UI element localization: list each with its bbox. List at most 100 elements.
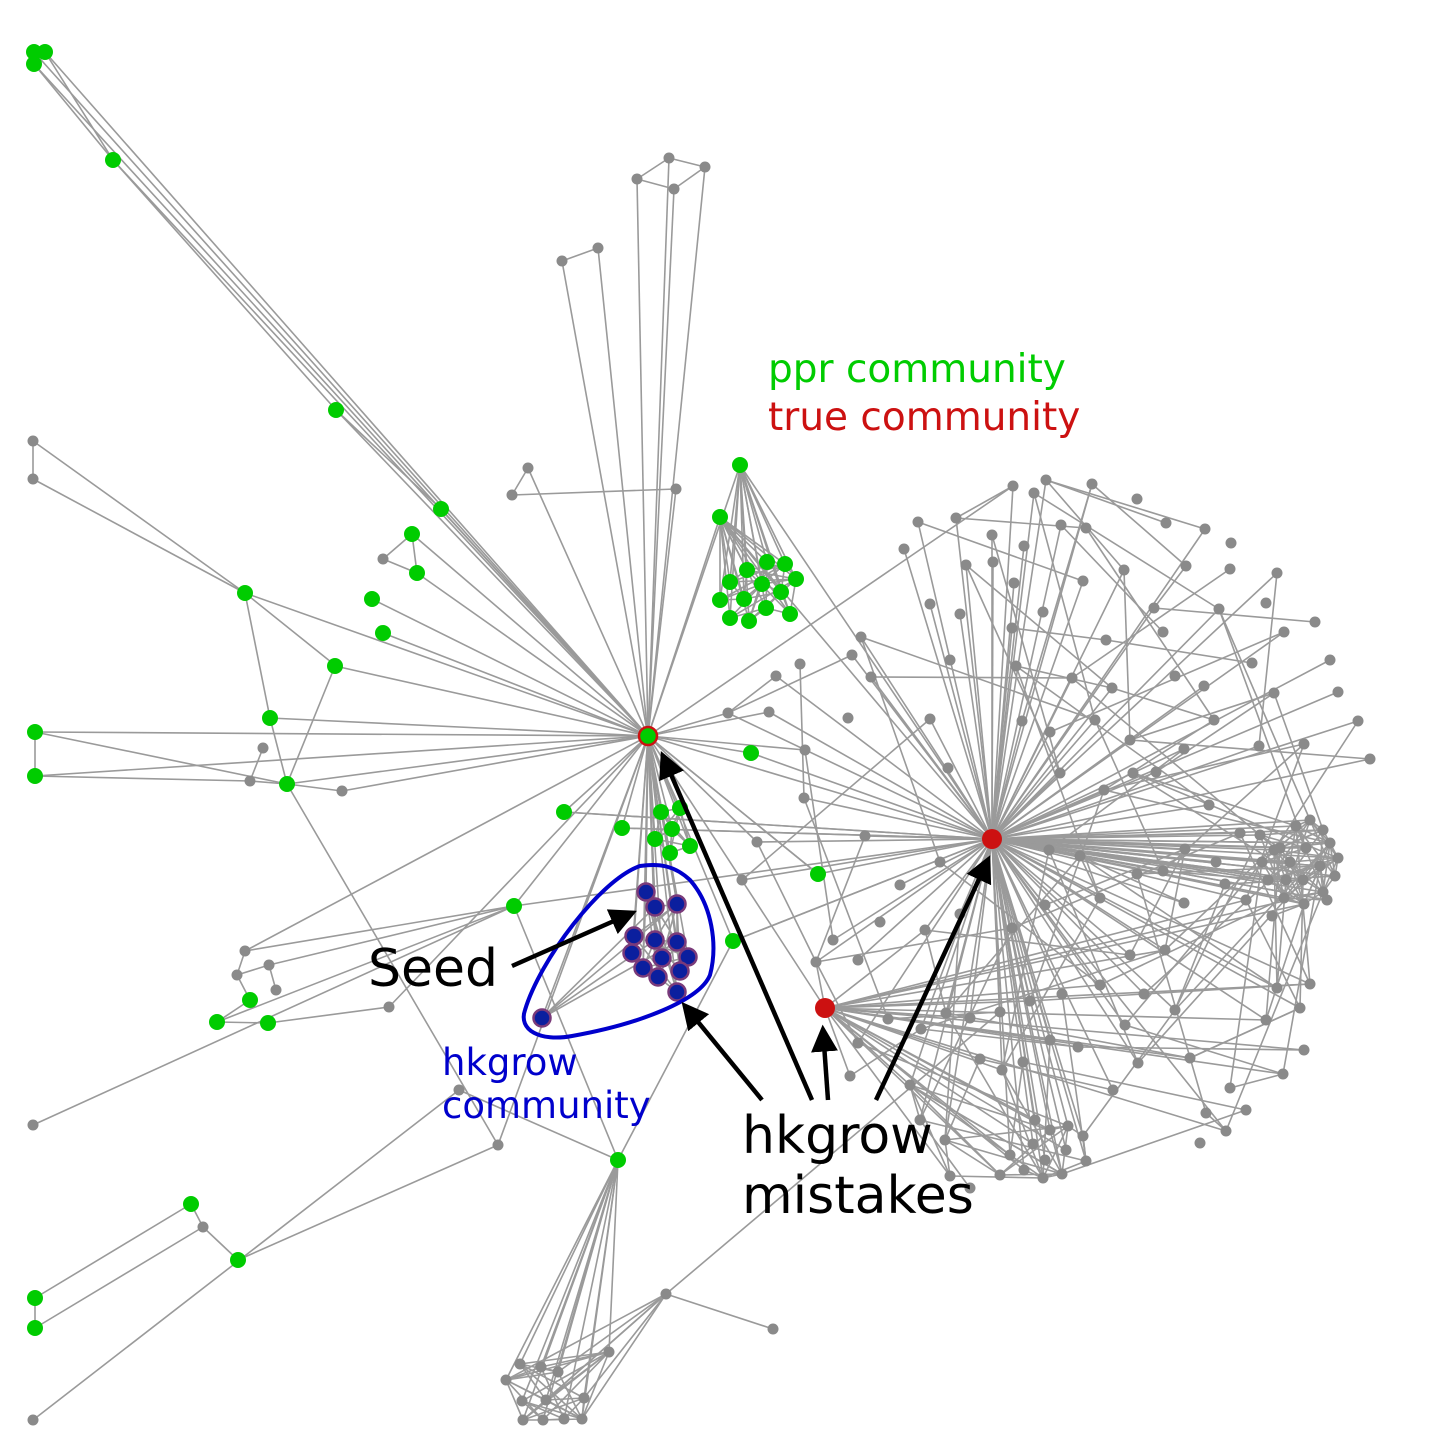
graph-edge [563,1159,619,1420]
graph-node [855,631,867,643]
graph-edge [1259,829,1324,836]
graph-edge [917,521,1084,582]
ppr-node [777,556,793,572]
ppr-node [433,501,449,517]
ppr-node [279,776,295,792]
graph-node [1184,1052,1196,1064]
graph-node [1208,714,1220,726]
graph-edge [1079,855,1278,989]
ppr-node [27,724,43,740]
true-community-node [982,829,1002,849]
graph-edge [1229,861,1263,1089]
graph-edge [824,1007,951,1177]
graph-edge [991,608,1220,840]
graph-node [663,152,675,164]
graph-edge [991,485,1014,840]
graph-edge [824,984,1101,1009]
graph-node [537,1414,549,1426]
graph-edge [1001,897,1101,1071]
ppr-node [722,574,738,590]
graph-node [500,1374,512,1386]
graph-node [894,879,906,891]
graph-node [1298,1044,1310,1056]
graph-node [377,553,389,565]
graph-node [1278,892,1290,904]
graph-edge [1033,492,1220,610]
hkgrow-node [633,958,653,978]
graph-edge [647,735,656,840]
graph-node [1253,740,1265,752]
graph-edge [32,478,246,594]
graph-node [668,183,680,195]
graph-node [1300,842,1312,854]
hkgrow-node [645,897,665,917]
ppr-node [27,1320,43,1336]
graph-node [1094,892,1106,904]
graph-node [1131,493,1143,505]
ppr-node [242,992,258,1008]
graph-node [1268,687,1280,699]
ppr-node [712,592,728,608]
hkgrow-node [645,930,665,950]
graph-node [994,1169,1006,1181]
graph-node [1089,714,1101,726]
graph-node [1054,767,1066,779]
graph-edge [870,676,993,840]
graph-node [1160,517,1172,529]
graph-node [1131,868,1143,880]
ppr-node [741,613,757,629]
graph-node [722,707,734,719]
graph-node [1037,1172,1049,1184]
graph-node [1150,766,1162,778]
ppr-node [260,1015,276,1031]
graph-edge [33,63,114,161]
graph-edge [870,676,1073,679]
graph-node [1298,738,1310,750]
graph-node [516,1395,528,1407]
graph-edge [286,783,343,792]
graph-edge [1245,899,1301,1009]
graph-node [1203,799,1215,811]
ppr-node [647,831,663,847]
graph-edge [991,819,1311,840]
graph-edge [999,1129,1051,1176]
ppr-node [610,1152,626,1168]
graph-node [1072,1041,1084,1053]
graph-edge [955,517,993,840]
ppr-node [27,1290,43,1306]
ppr-node [209,1014,225,1030]
graph-edge [924,838,993,931]
graph-edge [34,731,288,785]
graph-edge [909,1084,1051,1131]
graph-edge [1229,1073,1284,1089]
graph-edge [1060,524,1164,633]
graph-node [1118,564,1130,576]
graph-edge [32,905,515,1126]
graph-node [859,830,871,842]
graph-edge [991,838,1139,1064]
graph-node [852,954,864,966]
graph-edge [1091,483,1187,567]
graph-edge [597,247,649,737]
graph-edge [34,1226,204,1329]
graph-edge [727,675,777,714]
graph-edge [824,891,1324,1009]
graph-edge [991,825,1297,840]
ppr-node [328,402,344,418]
graph-node [1266,910,1278,922]
graph-edge [1044,848,1186,906]
graph-edge [803,797,993,840]
graph-node [852,1037,864,1049]
ppr-node [26,44,42,60]
graph-edge [899,838,993,886]
graph-node [270,984,282,996]
graph-edge [1061,1109,1247,1175]
graph-edge [244,905,515,952]
ppr-node [614,820,630,836]
graph-edge [411,533,649,737]
graph-edge [756,841,817,963]
graph-edge [824,949,1166,1009]
graph-node [1006,622,1018,634]
graph-edge [1048,748,1185,851]
graph-node [1246,657,1258,669]
